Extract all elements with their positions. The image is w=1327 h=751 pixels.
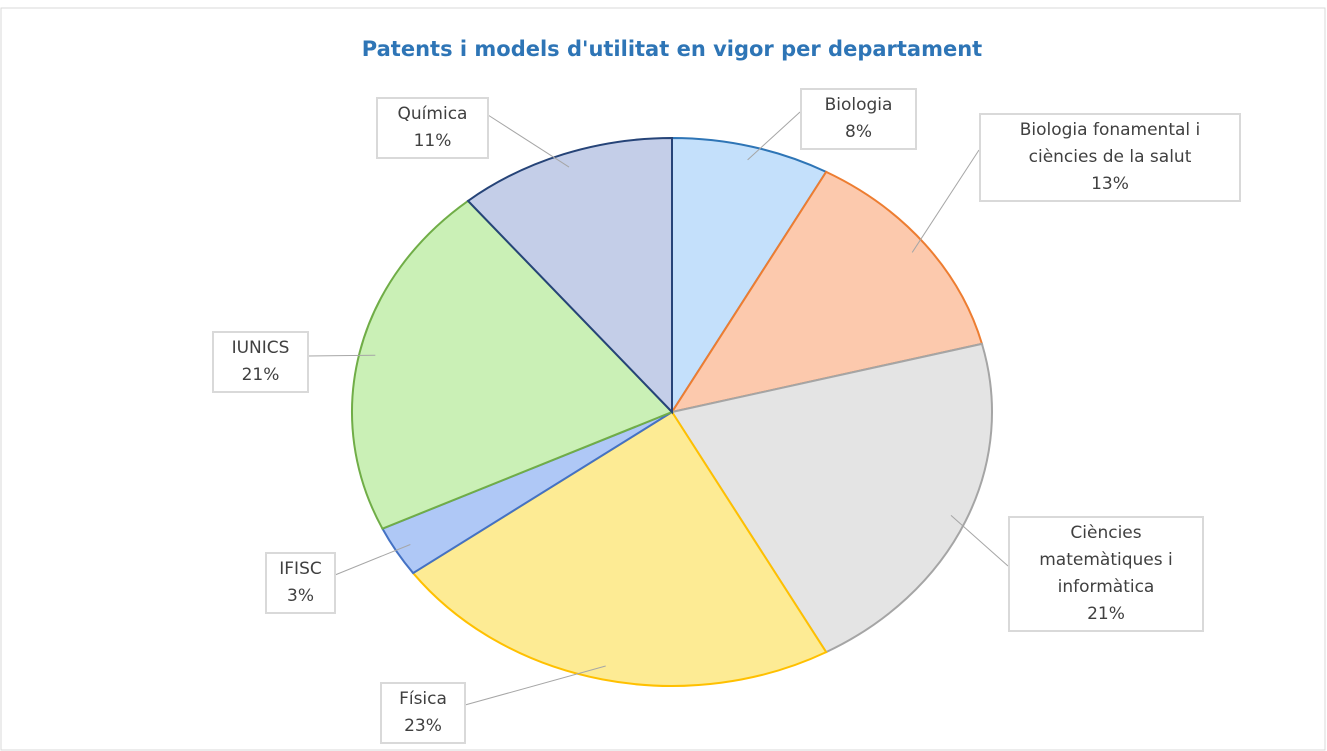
leader-line [747, 111, 801, 161]
data-label: Biologia 8% [800, 88, 917, 150]
category-label: Biologia fonamental i ciències de la sal… [1019, 120, 1201, 167]
leader-line [911, 149, 980, 253]
data-label: Biologia fonamental i ciències de la sal… [979, 113, 1241, 202]
category-label: Ciències matemàtiques i informàtica [1039, 523, 1173, 597]
data-label: Química 11% [376, 97, 489, 159]
category-label: Química [397, 104, 468, 124]
leader-line [334, 544, 411, 576]
leader-line [307, 354, 376, 357]
pie-slice [466, 136, 673, 415]
data-label: IFISC 3% [265, 552, 336, 614]
value-label: 23% [404, 716, 442, 736]
pie-slice [671, 136, 828, 416]
pie-slice [351, 199, 674, 530]
value-label: 13% [1091, 174, 1129, 194]
value-label: 3% [287, 586, 314, 606]
value-label: 11% [413, 131, 452, 151]
value-label: 8% [845, 122, 872, 142]
chart-frame [0, 7, 1326, 751]
category-label: IFISC [279, 559, 322, 579]
pie-slice [411, 410, 828, 687]
data-label: Física 23% [380, 682, 466, 744]
data-label: IUNICS 21% [212, 331, 309, 393]
leader-line [464, 665, 606, 706]
leader-line [950, 515, 1009, 567]
value-label: 21% [1087, 604, 1125, 624]
pie-slice [669, 170, 984, 414]
category-label: Física [399, 689, 447, 709]
value-label: 21% [241, 365, 280, 385]
category-label: IUNICS [231, 338, 290, 358]
data-label: Ciències matemàtiques i informàtica 21% [1008, 516, 1204, 632]
category-label: Biologia [824, 95, 893, 115]
chart-title: Patents i models d'utilitat en vigor per… [362, 37, 982, 61]
pie-slice [670, 342, 993, 654]
leader-line [487, 114, 570, 168]
